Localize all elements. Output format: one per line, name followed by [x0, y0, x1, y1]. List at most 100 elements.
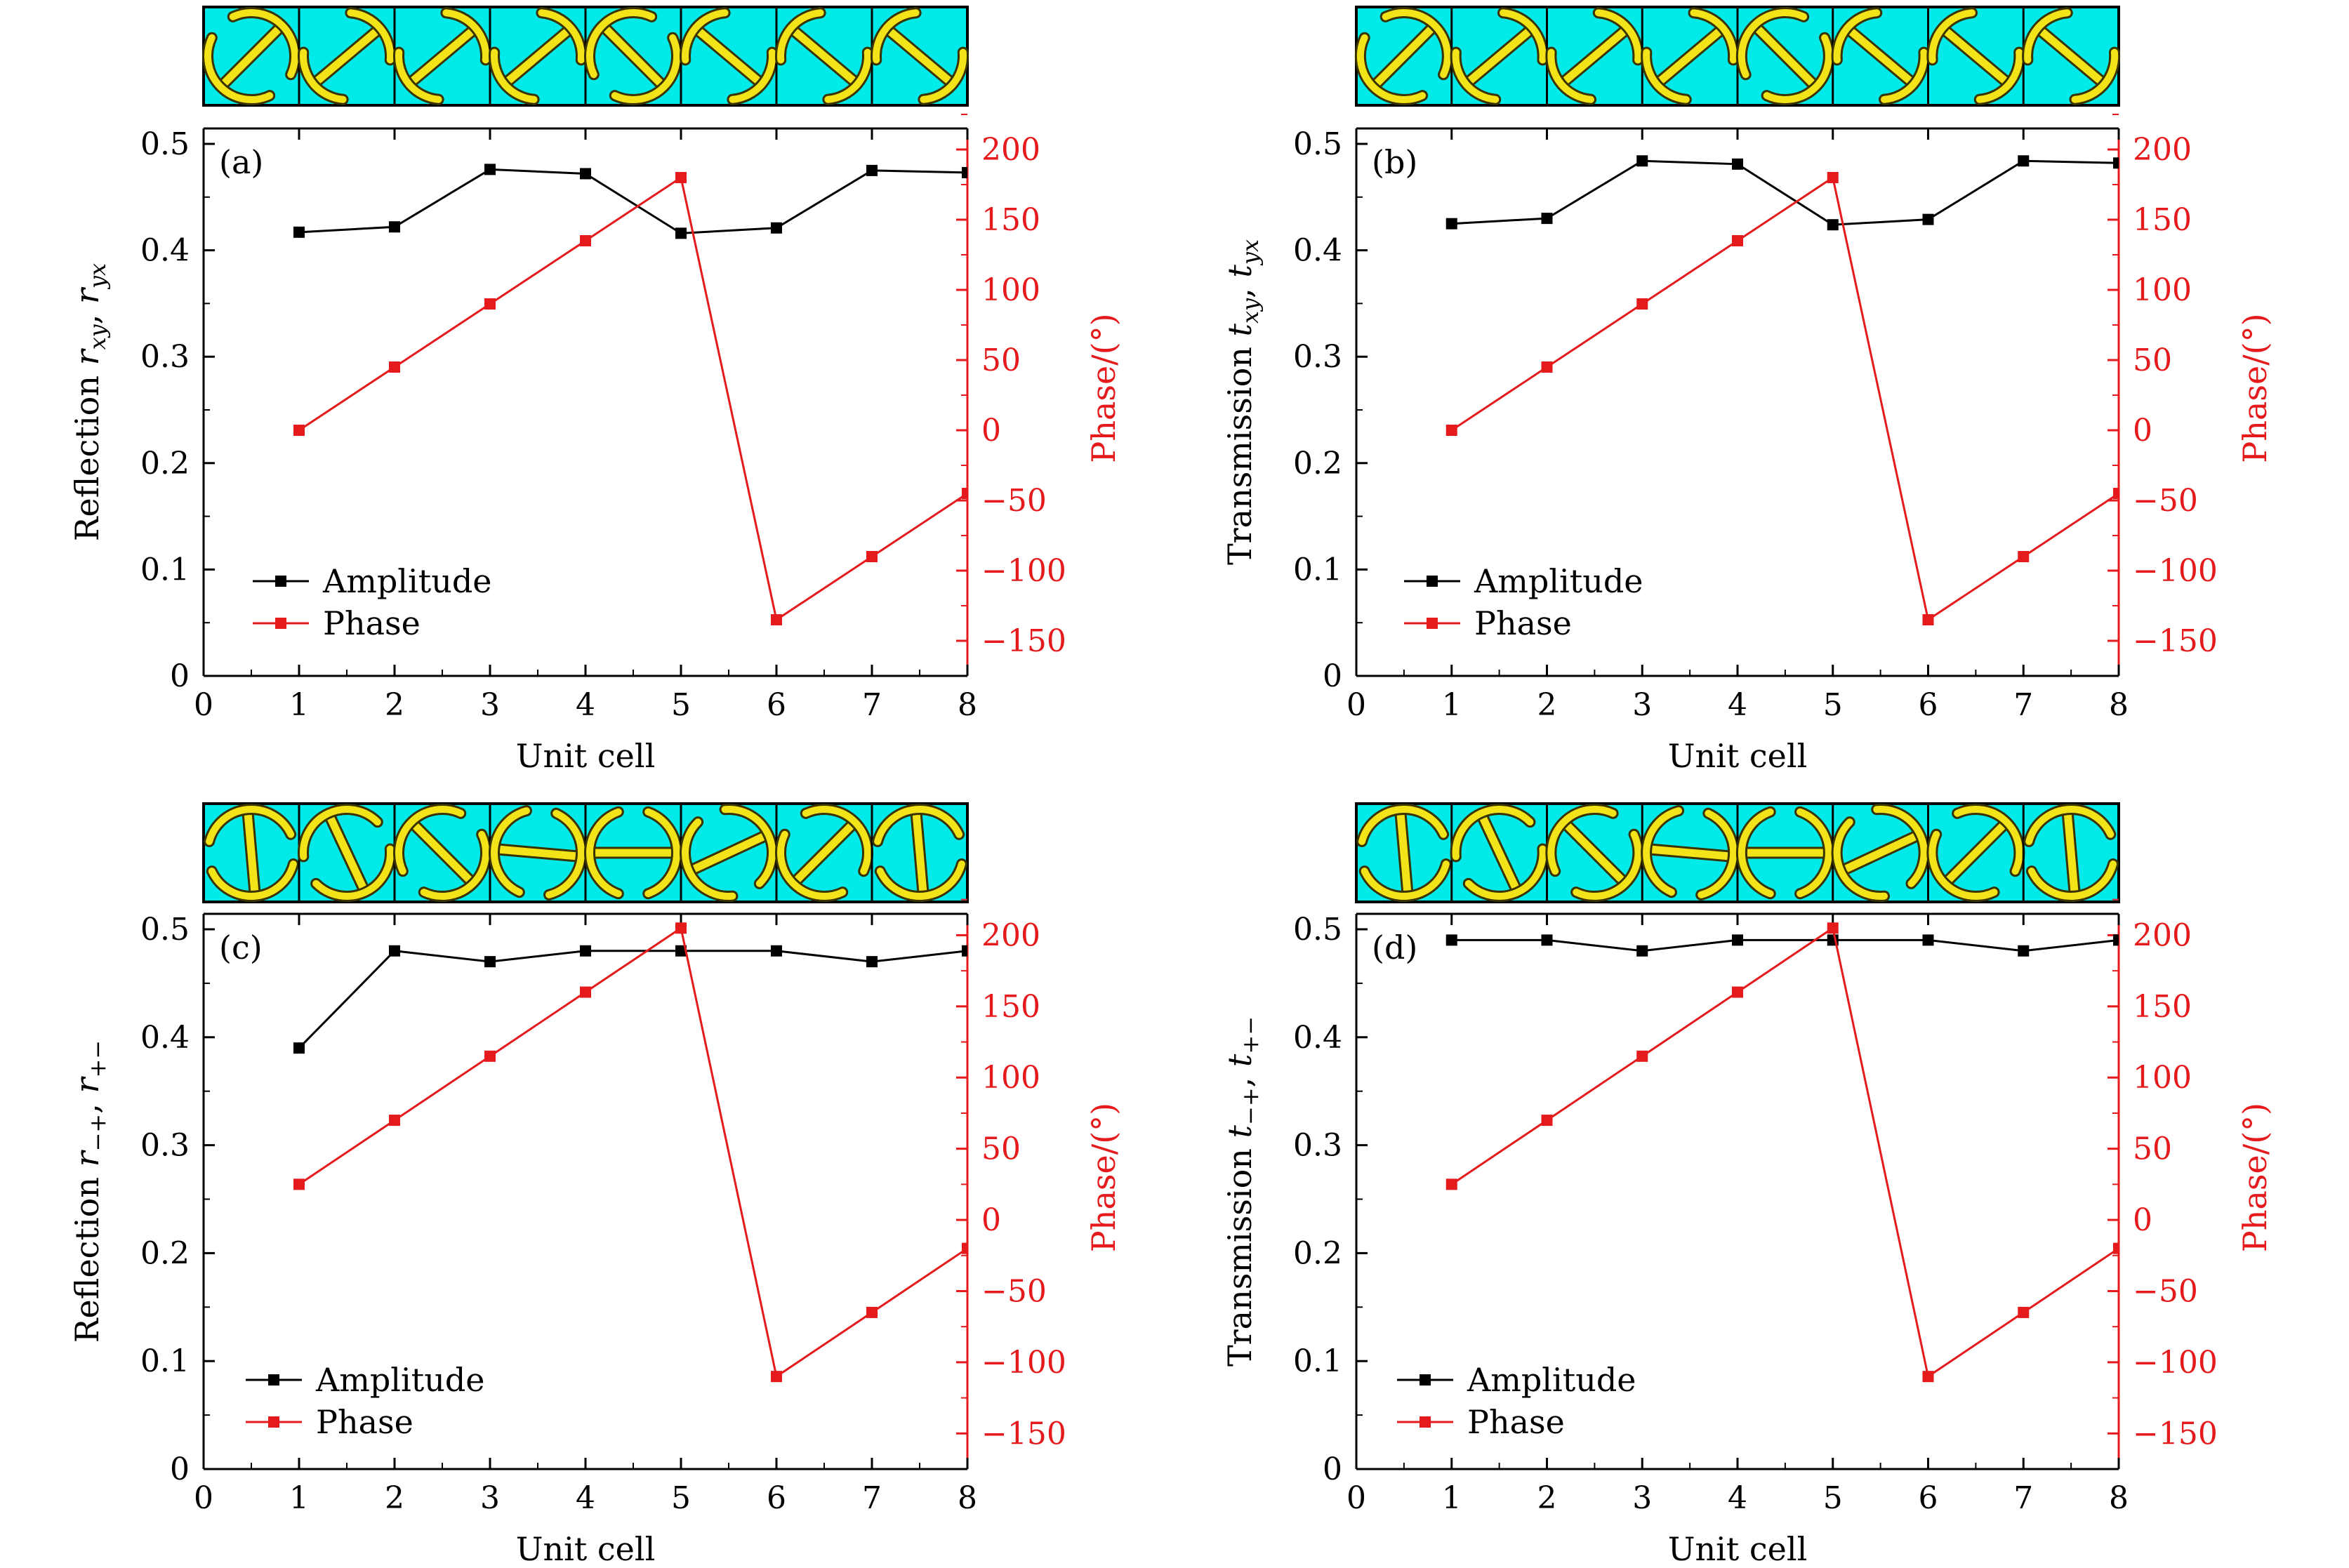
legend-label: Amplitude: [315, 1361, 485, 1399]
meta-arc: [682, 9, 729, 64]
series-amplitude: [293, 945, 967, 1054]
y2-tick-label: 50: [2133, 1131, 2172, 1167]
y-axis-title-part: t: [1221, 265, 1259, 278]
phase-line: [298, 926, 967, 1378]
y2-axis-title: Phase/(°): [1085, 1103, 1123, 1252]
meta-atom: [1450, 7, 1549, 105]
amplitude-point: [484, 956, 496, 968]
y-axis-title-part: t: [1221, 1054, 1259, 1067]
amplitude-point: [580, 945, 591, 957]
meta-atom: [584, 7, 682, 105]
legend-label: Amplitude: [1474, 562, 1643, 600]
y-axis-title-part: t: [1221, 1124, 1259, 1138]
series-amplitude: [1445, 155, 2119, 231]
amplitude-point: [1827, 219, 1839, 231]
legend-label: Amplitude: [322, 562, 492, 600]
y-axis-title-part: r: [68, 286, 106, 304]
y2-tick-label: −50: [981, 1273, 1047, 1309]
x-axis-title: Unit cell: [516, 737, 656, 775]
x-axis-title: Unit cell: [1668, 737, 1808, 775]
meta-arc: [1356, 34, 1427, 103]
meta-atom: [298, 7, 396, 105]
meta-atom: [1831, 804, 1930, 902]
series-amplitude: [1445, 934, 2119, 957]
y2-tick-label: 50: [981, 343, 1021, 378]
y2-tick-label: −50: [981, 483, 1047, 519]
y2-tick-label: −50: [2133, 483, 2198, 519]
y-tick-label: 0.4: [140, 233, 190, 269]
unit-cell-7: [1926, 7, 2025, 105]
legend-marker: [268, 1374, 279, 1386]
meta-atom: [393, 7, 491, 105]
y2-tick-label: 50: [2133, 343, 2172, 378]
amplitude-point: [1732, 158, 1743, 170]
meta-arc: [538, 9, 585, 64]
meta-arc: [1698, 809, 1738, 898]
meta-arc: [1361, 861, 1450, 900]
unit-cell-3: [393, 804, 491, 902]
y2-tick-label: 150: [2133, 202, 2192, 238]
y-axis-title-part: xy: [84, 324, 111, 350]
x-tick-label: 4: [576, 1480, 595, 1516]
meta-arc: [1382, 9, 1451, 79]
y-axis-title-part: xy: [1237, 298, 1264, 324]
y-tick-label: 0.1: [140, 552, 190, 587]
amplitude-point: [2113, 157, 2119, 169]
meta-arc: [729, 48, 776, 103]
y2-tick-label: −100: [2133, 553, 2218, 589]
meta-arc: [802, 806, 871, 875]
x-tick-label: 3: [1632, 687, 1652, 723]
y-axis-title-part: r: [68, 1149, 106, 1167]
meta-arc: [777, 9, 824, 64]
x-tick-label: 8: [958, 687, 977, 723]
x-tick-label: 5: [671, 1480, 691, 1516]
amplitude-point: [1445, 934, 1457, 946]
x-tick-label: 0: [1346, 687, 1366, 723]
phase-line: [1450, 175, 2119, 622]
y-tick-label: 0.2: [1293, 446, 1342, 481]
amplitude-point: [580, 168, 591, 180]
meta-arc: [491, 48, 538, 103]
meta-arc: [229, 9, 298, 79]
y-tick-label: 0.4: [140, 1020, 190, 1056]
x-tick-label: 0: [1346, 1480, 1366, 1516]
unit-cell-8: [871, 804, 967, 902]
amplitude-point: [484, 164, 496, 175]
unit-cell-8: [2022, 804, 2119, 902]
y-tick-label: 0: [1323, 658, 1342, 694]
phase-point: [962, 1242, 967, 1254]
amplitude-point: [2113, 934, 2119, 946]
phase-point: [2113, 1242, 2119, 1254]
amplitude-line: [298, 950, 967, 1049]
phase-point: [484, 298, 496, 310]
amplitude-point: [1922, 213, 1934, 225]
y2-tick-label: −150: [2133, 1416, 2218, 1451]
y-tick-label: 0.3: [140, 339, 190, 375]
unit-cell-7: [1926, 804, 2025, 902]
phase-point: [1922, 614, 1934, 625]
legend-marker: [1427, 618, 1438, 629]
unit-cell-5: [584, 804, 682, 902]
meta-arc: [586, 808, 622, 898]
amplitude-point: [293, 1042, 305, 1054]
meta-arc: [1500, 9, 1547, 64]
y2-tick-label: 0: [2133, 413, 2152, 449]
y-axis-title-part: Transmission: [1221, 336, 1259, 565]
phase-point: [2113, 488, 2119, 499]
legend-entry-phase: Phase: [253, 604, 421, 642]
unit-cell-5: [1735, 804, 1834, 902]
amplitude-point: [1541, 213, 1553, 225]
y-tick-label: 0.5: [140, 126, 190, 162]
unit-cell-2: [1450, 7, 1549, 105]
meta-atom: [1641, 7, 1740, 105]
x-tick-label: 8: [2109, 1480, 2129, 1516]
unit-cell-6: [680, 7, 778, 105]
meta-arc: [1928, 830, 1998, 900]
legend-marker: [275, 576, 286, 587]
x-tick-label: 6: [767, 687, 786, 723]
amplitude-point: [2018, 155, 2030, 167]
phase-point: [484, 1050, 496, 1062]
phase-point: [866, 551, 878, 562]
x-tick-label: 4: [576, 687, 595, 723]
